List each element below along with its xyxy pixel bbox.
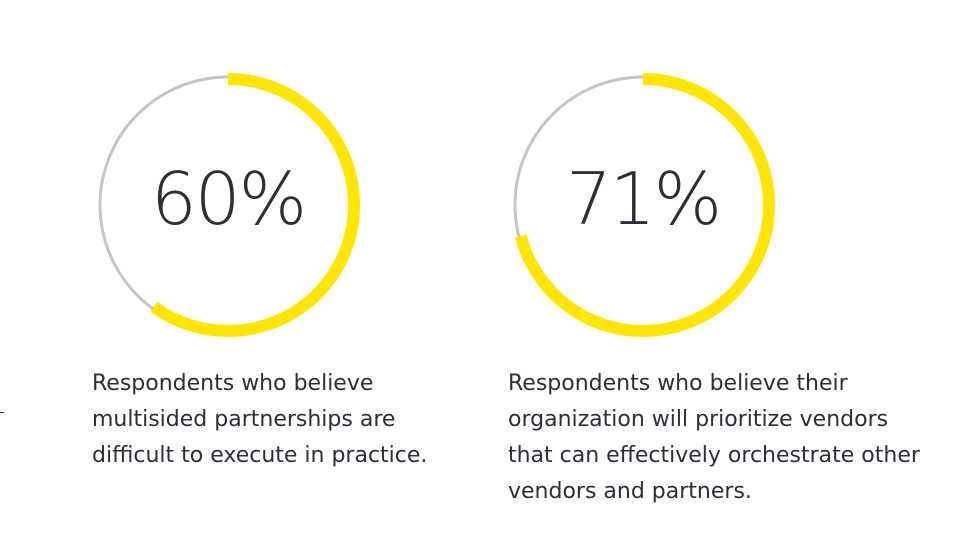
donut-fill-1 <box>96 73 360 337</box>
donut-chart-2: 71% <box>508 70 778 340</box>
description-line: organization will prioritize vendors <box>508 407 889 432</box>
percent-value-1: 60% <box>150 157 307 241</box>
description-line: multisided partnerships are <box>92 407 396 432</box>
stat-description-2: Respondents who believe their organizati… <box>508 366 958 510</box>
donut-chart-1: 60% <box>93 70 363 340</box>
description-line: Respondents who believe <box>92 371 374 396</box>
stat-description-1: Respondents who believe multisided partn… <box>92 366 462 474</box>
description-line: difficult to execute in practice. <box>92 443 428 468</box>
description-line: Respondents who believe their <box>508 371 848 396</box>
percent-value-2: 71% <box>565 157 722 241</box>
donut-fill-2 <box>511 73 775 337</box>
donut-svg-1 <box>96 73 360 337</box>
edge-tick-mark <box>0 412 4 413</box>
description-line: that can effectively orchestrate other <box>508 443 920 468</box>
donut-svg-2 <box>511 73 775 337</box>
description-line: vendors and partners. <box>508 479 752 504</box>
